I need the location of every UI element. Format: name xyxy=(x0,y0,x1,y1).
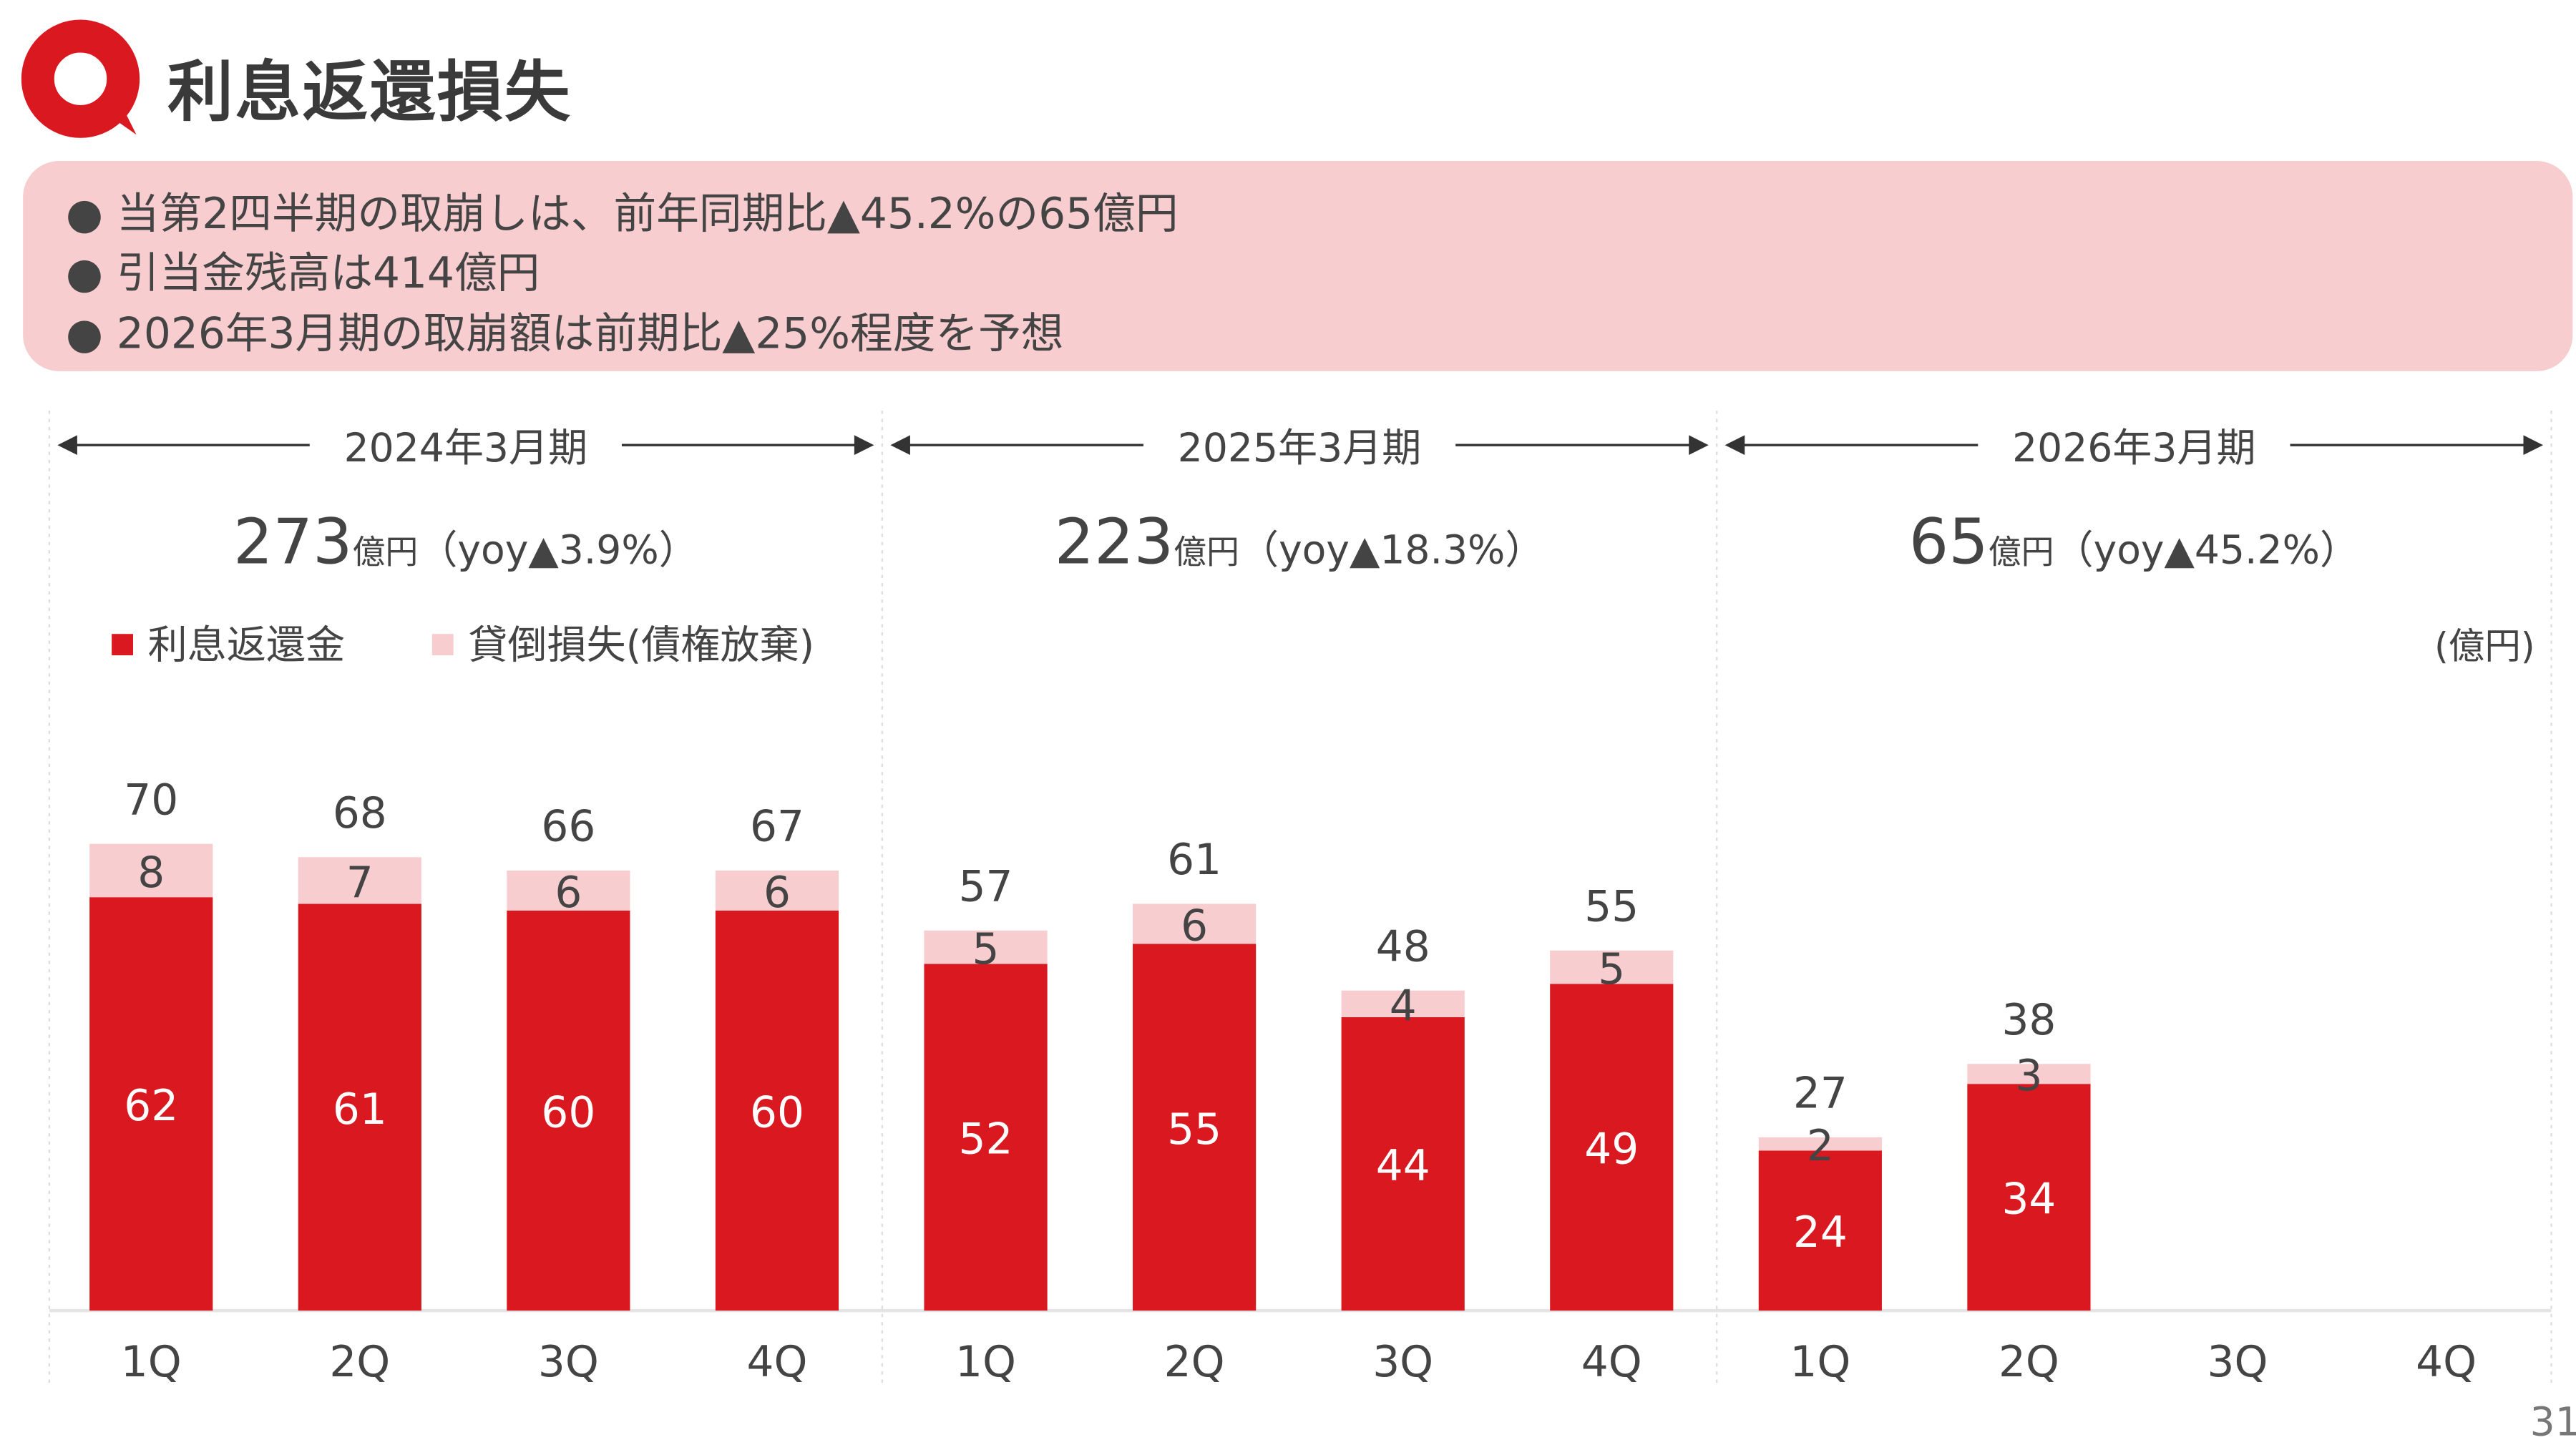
page-number: 31 xyxy=(2529,1399,2576,1445)
summary-bullet: ● 引当金残高は414億円 xyxy=(65,249,540,299)
total-label: 68 xyxy=(333,789,387,838)
x-tick-label: 1Q xyxy=(121,1338,182,1387)
x-tick-label: 4Q xyxy=(2416,1338,2477,1387)
data-label: 49 xyxy=(1584,1125,1639,1175)
summary-box: ● 当第2四半期の取崩しは、前年同期比▲45.2%の65億円 ● 引当金残高は4… xyxy=(23,160,2573,371)
summary-bullet: ● 当第2四半期の取崩しは、前年同期比▲45.2%の65億円 xyxy=(65,190,1179,240)
data-label: 6 xyxy=(1181,901,1208,951)
x-tick-label: 3Q xyxy=(2207,1338,2268,1387)
x-tick-label: 2Q xyxy=(329,1338,390,1387)
bar-segment xyxy=(1758,1137,1882,1151)
data-label: 8 xyxy=(137,848,165,898)
total-label: 57 xyxy=(959,862,1013,911)
bar-segment xyxy=(1967,1064,2091,1084)
total-label: 70 xyxy=(124,775,178,825)
x-tick-label: 3Q xyxy=(538,1338,599,1387)
x-tick-label: 4Q xyxy=(1581,1338,1642,1387)
data-label: 34 xyxy=(2001,1175,2056,1225)
period-label: 2025年3月期 xyxy=(1178,425,1422,471)
bar-segment xyxy=(1550,984,1674,1311)
data-label: 7 xyxy=(346,858,374,908)
data-label: 6 xyxy=(763,868,791,918)
bar-segment xyxy=(1967,1084,2091,1311)
total-label: 67 xyxy=(750,803,804,852)
period-total: 223億円（yoy▲18.3%） xyxy=(1055,505,1545,578)
bar-segment xyxy=(507,910,630,1311)
bar-segment xyxy=(298,903,421,1311)
x-tick-label: 2Q xyxy=(1999,1338,2059,1387)
arrow-left-icon xyxy=(57,435,77,455)
x-tick-label: 4Q xyxy=(746,1338,807,1387)
arrow-left-icon xyxy=(890,435,910,455)
bar-segment xyxy=(715,870,839,911)
bar-segment xyxy=(298,857,421,904)
x-tick-label: 2Q xyxy=(1164,1338,1225,1387)
total-label: 27 xyxy=(1793,1069,1848,1118)
logo-icon xyxy=(21,19,140,138)
total-label: 66 xyxy=(541,803,595,852)
bar-segment xyxy=(1550,950,1674,984)
legend-swatch xyxy=(431,634,454,656)
legend-label: 貸倒損失(債権放棄) xyxy=(468,622,814,668)
summary-bullet: ● 2026年3月期の取崩額は前期比▲25%程度を予想 xyxy=(65,310,1064,360)
data-label: 5 xyxy=(1598,945,1625,994)
period-label: 2024年3月期 xyxy=(344,425,588,471)
page-title: 利息返還損失 xyxy=(167,56,572,132)
bar-segment xyxy=(924,930,1048,964)
data-label: 60 xyxy=(750,1088,804,1137)
data-label: 44 xyxy=(1376,1142,1430,1191)
bar-segment xyxy=(89,843,213,898)
bar-segment xyxy=(507,870,630,911)
arrow-left-icon xyxy=(1724,435,1745,455)
bar-segment xyxy=(1341,1017,1465,1311)
unit-label: (億円) xyxy=(2434,625,2534,667)
arrow-right-icon xyxy=(2523,435,2544,455)
data-label: 6 xyxy=(555,868,582,918)
bar-segment xyxy=(1133,903,1257,944)
bar-segment xyxy=(1758,1150,1882,1311)
bar-segment xyxy=(924,964,1048,1311)
bar-segment xyxy=(89,897,213,1311)
total-label: 38 xyxy=(2001,996,2056,1045)
data-label: 3 xyxy=(2015,1052,2042,1101)
x-tick-label: 1Q xyxy=(1790,1338,1850,1387)
bar-segment xyxy=(1341,990,1465,1017)
data-label: 61 xyxy=(333,1085,387,1135)
data-label: 5 xyxy=(972,925,1000,974)
legend-swatch xyxy=(112,634,133,656)
data-label: 62 xyxy=(124,1082,178,1131)
data-label: 52 xyxy=(959,1115,1013,1165)
data-label: 24 xyxy=(1793,1208,1848,1258)
period-total: 273億円（yoy▲3.9%） xyxy=(233,505,698,578)
x-tick-label: 1Q xyxy=(955,1338,1016,1387)
arrow-right-icon xyxy=(854,435,874,455)
total-label: 55 xyxy=(1584,882,1639,931)
data-label: 60 xyxy=(541,1088,595,1137)
total-label: 61 xyxy=(1167,836,1221,885)
legend-label: 利息返還金 xyxy=(148,622,345,668)
period-total: 65億円（yoy▲45.2%） xyxy=(1909,505,2359,578)
data-label: 2 xyxy=(1807,1122,1834,1171)
bar-segment xyxy=(1133,944,1257,1311)
arrow-right-icon xyxy=(1689,435,1709,455)
bar-segment xyxy=(715,910,839,1311)
period-label: 2026年3月期 xyxy=(2012,425,2256,471)
total-label: 48 xyxy=(1376,922,1430,971)
data-label: 4 xyxy=(1390,981,1417,1031)
x-tick-label: 3Q xyxy=(1372,1338,1433,1387)
data-label: 55 xyxy=(1167,1105,1221,1155)
